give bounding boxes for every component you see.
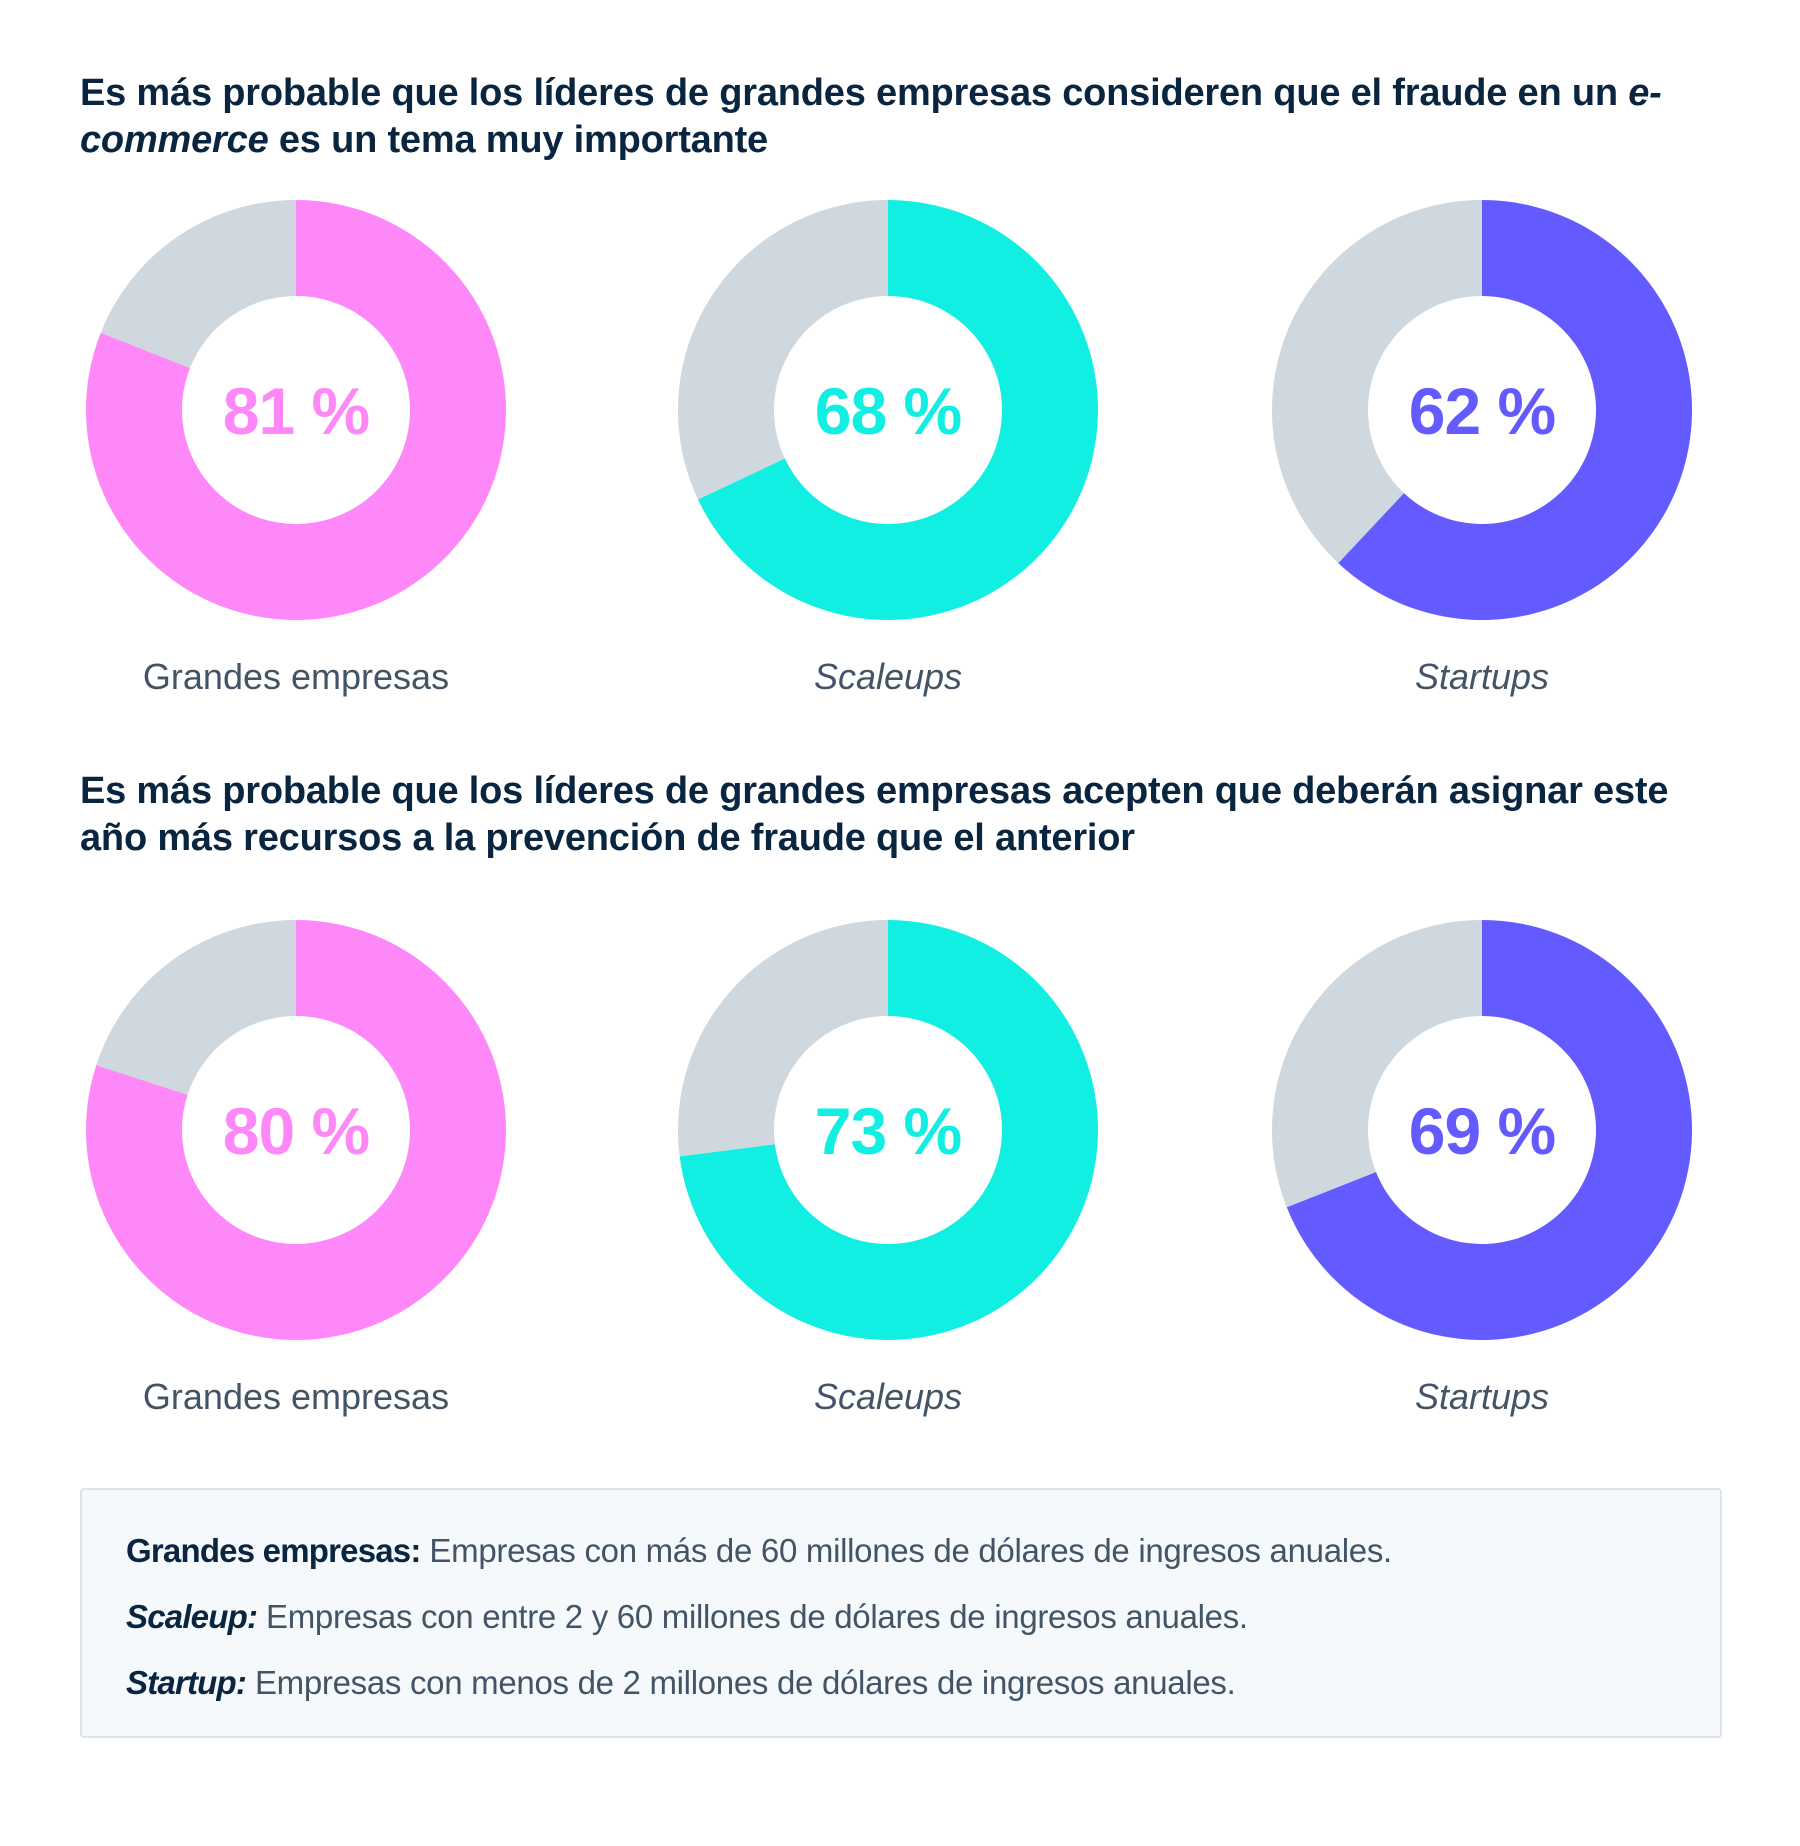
definition-term: Grandes empresas: bbox=[126, 1532, 421, 1569]
donut-category-label: Scaleups bbox=[813, 656, 963, 697]
donut-category-label: Scaleups bbox=[813, 1376, 963, 1417]
donut-svg: 81 % bbox=[86, 200, 506, 620]
donut-category-label: Grandes empresas bbox=[142, 656, 450, 697]
donut-value-segment bbox=[86, 920, 506, 1340]
definitions-box: Grandes empresas: Empresas con más de 60… bbox=[80, 1488, 1722, 1738]
donut-row-2: 80 % Grandes empresas 73 % Scaleups 69 % Star… bbox=[0, 920, 1800, 1480]
donut-chart-1-scaleups: 68 % Scaleups bbox=[658, 200, 1118, 740]
donut-svg: 80 % bbox=[86, 920, 506, 1340]
definition-startup: Startup: Empresas con menos de 2 millone… bbox=[126, 1664, 1236, 1702]
donut-category-label: Grandes empresas bbox=[142, 1376, 450, 1417]
donut-value-segment bbox=[1338, 200, 1692, 620]
donut-category-label: Startups bbox=[1414, 1376, 1550, 1417]
definition-text: Empresas con entre 2 y 60 millones de dó… bbox=[257, 1598, 1248, 1635]
donut-svg: 68 % bbox=[678, 200, 1098, 620]
donut-row-1: 81 % Grandes empresas 68 % Scaleups 62 % Star… bbox=[0, 200, 1800, 760]
donut-value-segment bbox=[679, 920, 1098, 1340]
chart-title-1: Es más probable que los líderes de grand… bbox=[80, 70, 1720, 164]
donut-svg: 62 % bbox=[1272, 200, 1692, 620]
chart-title-2: Es más probable que los líderes de grand… bbox=[80, 768, 1720, 862]
donut-remainder-segment bbox=[678, 920, 888, 1157]
chart-title-2-text: Es más probable que los líderes de grand… bbox=[80, 770, 1669, 859]
definition-scaleup: Scaleup: Empresas con entre 2 y 60 millo… bbox=[126, 1598, 1248, 1636]
donut-value-segment bbox=[697, 200, 1098, 620]
chart-title-1-part2: es un tema muy importante bbox=[268, 119, 768, 161]
definition-term: Scaleup: bbox=[126, 1598, 258, 1635]
donut-chart-2-startups: 69 % Startups bbox=[1252, 920, 1712, 1460]
donut-percent-label: 80 % bbox=[223, 1094, 369, 1168]
donut-value-segment bbox=[1286, 920, 1692, 1340]
donut-remainder-segment bbox=[100, 200, 296, 369]
donut-value-segment bbox=[86, 200, 506, 620]
donut-percent-label: 69 % bbox=[1409, 1094, 1555, 1168]
donut-chart-1-startups: 62 % Startups bbox=[1252, 200, 1712, 740]
donut-remainder-segment bbox=[1272, 920, 1482, 1208]
donut-percent-label: 73 % bbox=[815, 1094, 961, 1168]
donut-percent-label: 62 % bbox=[1409, 374, 1555, 448]
definition-term: Startup: bbox=[126, 1664, 247, 1701]
donut-chart-2-scaleups: 73 % Scaleups bbox=[658, 920, 1118, 1460]
donut-chart-1-grandes: 81 % Grandes empresas bbox=[66, 200, 526, 740]
donut-category-label: Startups bbox=[1414, 656, 1550, 697]
donut-remainder-segment bbox=[1272, 200, 1482, 564]
donut-chart-2-grandes: 80 % Grandes empresas bbox=[66, 920, 526, 1460]
definition-text: Empresas con más de 60 millones de dólar… bbox=[420, 1532, 1392, 1569]
donut-percent-label: 81 % bbox=[223, 374, 369, 448]
chart-title-1-part1: Es más probable que los líderes de grand… bbox=[80, 72, 1629, 114]
definition-grandes-empresas: Grandes empresas: Empresas con más de 60… bbox=[126, 1532, 1392, 1570]
donut-remainder-segment bbox=[96, 920, 296, 1095]
donut-percent-label: 68 % bbox=[815, 374, 961, 448]
donut-svg: 73 % bbox=[678, 920, 1098, 1340]
definition-text: Empresas con menos de 2 millones de dóla… bbox=[246, 1664, 1236, 1701]
chart-title-1-italic: e-commerce bbox=[80, 72, 1662, 161]
donut-svg: 69 % bbox=[1272, 920, 1692, 1340]
donut-remainder-segment bbox=[678, 200, 888, 500]
